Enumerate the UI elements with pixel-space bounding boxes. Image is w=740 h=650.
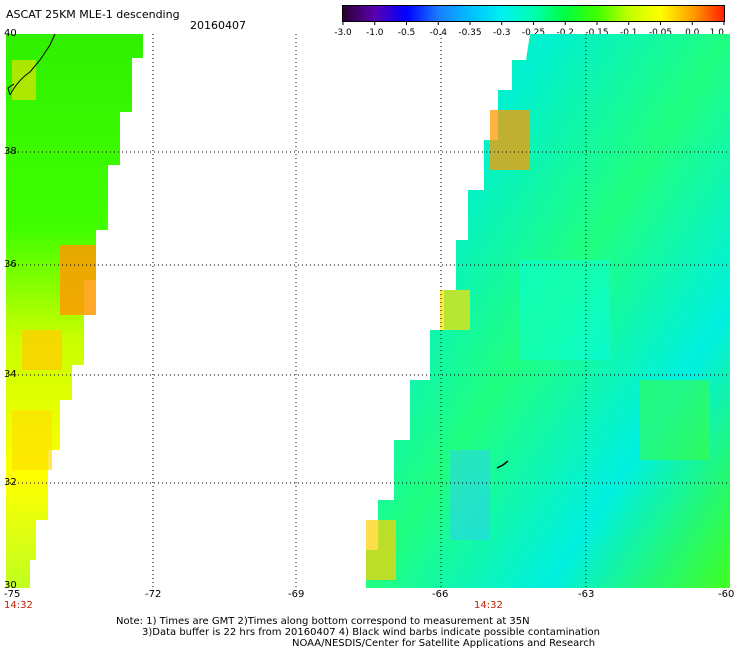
left-swath [6, 33, 143, 588]
footnote-line-1: Note: 1) Times are GMT 2)Times along bot… [116, 616, 530, 627]
map-title: ASCAT 25KM MLE-1 descending [6, 8, 180, 21]
lon-label: -72 [145, 589, 162, 600]
lat-label: 34 [4, 369, 17, 380]
right-swath [366, 34, 730, 588]
time-label: 14:32 [474, 600, 503, 611]
lon-label: -69 [288, 589, 305, 600]
lat-label: 36 [4, 259, 17, 270]
lat-label: 30 [4, 580, 17, 591]
time-label: 14:32 [4, 600, 33, 611]
graticule [6, 34, 730, 588]
lat-label: 40 [4, 28, 17, 39]
map-date: 20160407 [190, 19, 246, 32]
footnote-line-3: NOAA/NESDIS/Center for Satellite Applica… [292, 638, 596, 649]
footnote-line-2: 3)Data buffer is 22 hrs from 20160407 4)… [142, 627, 600, 638]
lon-label: -75 [4, 589, 21, 600]
lat-label: 38 [4, 146, 17, 157]
lon-label: -60 [718, 589, 735, 600]
lon-label: -66 [432, 589, 449, 600]
lat-label: 32 [4, 477, 17, 488]
lon-label: -63 [578, 589, 595, 600]
